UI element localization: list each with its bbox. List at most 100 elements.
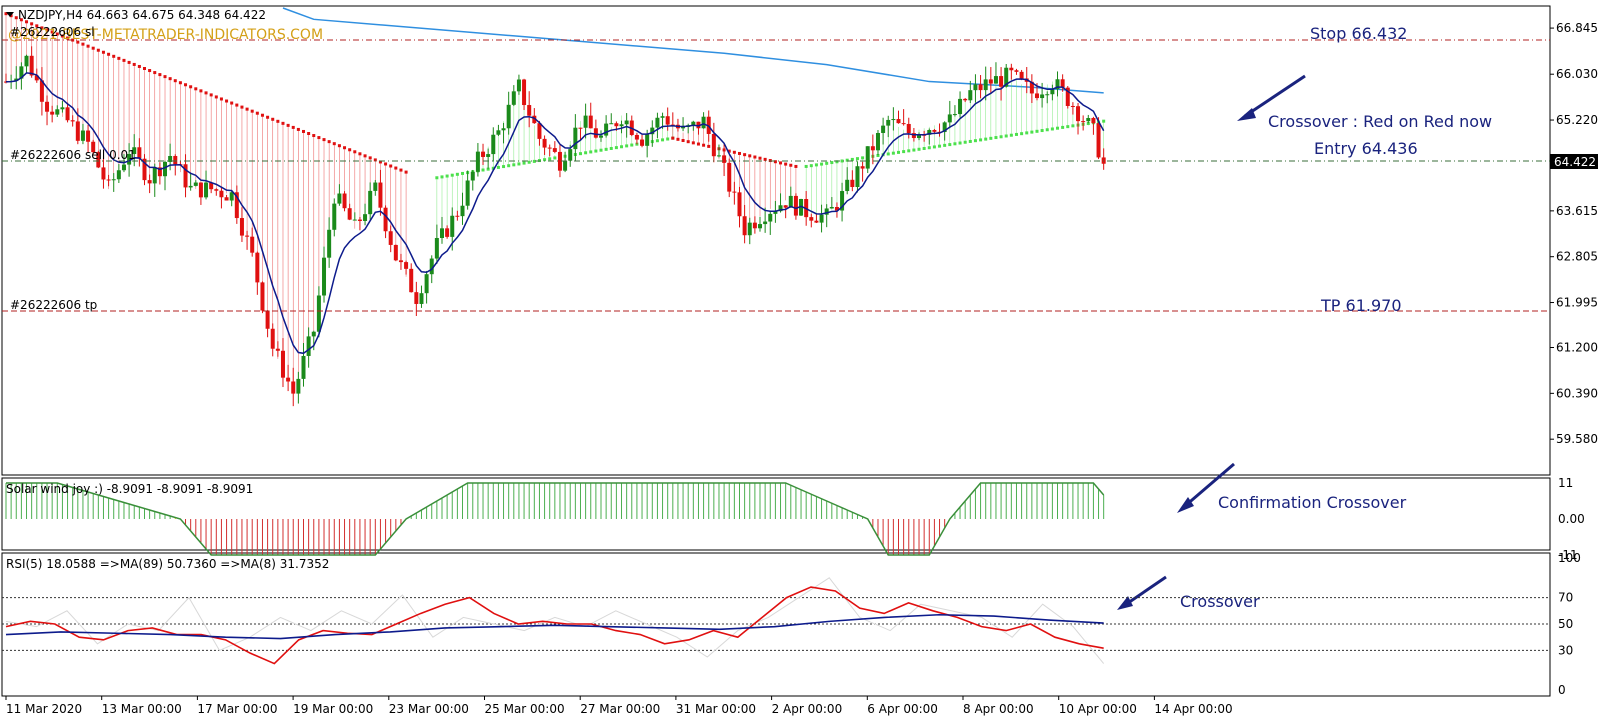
- candle-body: [527, 105, 532, 116]
- candle-body: [834, 207, 839, 211]
- y-tick-label: 11: [1558, 476, 1573, 490]
- candle-body: [552, 148, 557, 152]
- candle-body: [840, 191, 845, 211]
- candle-body: [193, 182, 198, 186]
- candle-body: [306, 336, 311, 356]
- candle-body: [1091, 118, 1096, 124]
- candle-body: [45, 101, 50, 112]
- y-tick-label: 61.995: [1556, 296, 1598, 310]
- candle-body: [409, 268, 414, 293]
- x-tick-label: 10 Apr 00:00: [1059, 702, 1137, 716]
- x-tick-label: 17 Mar 00:00: [197, 702, 277, 716]
- candle-body: [132, 147, 137, 155]
- candle-body: [393, 244, 398, 261]
- rsi-crossover-annotation: Crossover: [1180, 592, 1260, 611]
- candle-body: [701, 116, 706, 129]
- candle-body: [70, 120, 75, 122]
- candle-body: [640, 139, 645, 146]
- y-tick-label: 66.845: [1556, 21, 1598, 35]
- candle-body: [537, 123, 542, 139]
- candle-body: [152, 167, 157, 184]
- candle-body: [1076, 106, 1081, 122]
- rsi-y-axis: 100 70 50 30 0: [1558, 551, 1581, 697]
- candle-body: [214, 189, 219, 191]
- candle-body: [496, 130, 501, 135]
- candle-body: [758, 224, 763, 229]
- y-tick-label: 60.390: [1556, 386, 1598, 400]
- candle-body: [260, 282, 265, 311]
- candle-body: [127, 154, 132, 165]
- ma-fast-line: [5, 72, 1105, 355]
- candle-body: [14, 78, 19, 81]
- candle-body: [265, 310, 270, 329]
- candle-body: [19, 66, 24, 79]
- time-axis: 11 Mar 2020 13 Mar 00:00 17 Mar 00:00 19 Ma…: [5, 696, 1233, 716]
- x-tick-label: 31 Mar 00:00: [676, 702, 756, 716]
- candle-body: [737, 192, 742, 217]
- x-tick-label: 14 Apr 00:00: [1154, 702, 1232, 716]
- candle-body: [414, 292, 419, 304]
- candle-body: [799, 199, 804, 216]
- psar-dot: [1066, 125, 1070, 129]
- candle-body: [270, 328, 275, 349]
- candle-body: [245, 235, 250, 237]
- candle-body: [793, 195, 798, 216]
- y-tick-label: 66.030: [1556, 67, 1598, 81]
- candle-body: [881, 125, 886, 133]
- candle-body: [378, 182, 383, 208]
- candle-body: [465, 180, 470, 206]
- tp-annotation: TP 61.970: [1320, 296, 1402, 315]
- solar-line: [6, 482, 1105, 556]
- candle-body: [460, 205, 465, 217]
- candle-body: [547, 147, 552, 149]
- candle-body: [752, 222, 757, 229]
- candle-body: [1004, 67, 1009, 87]
- candle-body: [486, 154, 491, 157]
- arrow-icon: [1117, 575, 1167, 610]
- x-tick-label: 6 Apr 00:00: [867, 702, 938, 716]
- candle-body: [439, 228, 444, 238]
- candle-body: [86, 130, 91, 142]
- sl-label: #26222606 sl: [10, 25, 95, 39]
- candle-body: [239, 218, 244, 236]
- x-tick-label: 25 Mar 00:00: [485, 702, 565, 716]
- x-tick-label: 8 Apr 00:00: [963, 702, 1034, 716]
- candle-body: [434, 237, 439, 259]
- candle-body: [337, 193, 342, 204]
- rsi-series-2: [5, 613, 1104, 640]
- candle-body: [901, 123, 906, 125]
- arrow-icon: [1177, 462, 1235, 513]
- candle-body: [491, 134, 496, 155]
- candle-body: [655, 117, 660, 128]
- candle-body: [168, 155, 173, 162]
- candle-body: [958, 98, 963, 115]
- candle-body: [583, 115, 588, 128]
- y-tick-label: 0.00: [1558, 512, 1585, 526]
- dropdown-triangle-icon[interactable]: [6, 12, 14, 17]
- candle-body: [788, 195, 793, 208]
- candle-body: [424, 274, 429, 294]
- candle-body: [875, 132, 880, 151]
- candle-body: [234, 192, 239, 219]
- ma-slow-line: [282, 7, 1104, 94]
- y-tick-label: 70: [1558, 591, 1573, 605]
- y-tick-label: 62.805: [1556, 250, 1598, 264]
- psar-dot: [1061, 125, 1065, 129]
- candle-body: [455, 215, 460, 217]
- candle-body: [896, 119, 901, 124]
- candle-body: [204, 182, 209, 198]
- candle-body: [357, 219, 362, 221]
- rsi-series-1: [5, 586, 1104, 665]
- candle-body: [891, 119, 896, 121]
- candle-body: [855, 166, 860, 188]
- candle-body: [388, 231, 393, 245]
- rsi-label: RSI(5) 18.0588 =>MA(89) 50.7360 =>MA(8) …: [6, 557, 329, 571]
- candle-body: [39, 80, 44, 102]
- candle-body: [137, 147, 142, 159]
- x-tick-label: 13 Mar 00:00: [102, 702, 182, 716]
- candle-body: [532, 115, 537, 124]
- y-tick-label: 59.580: [1556, 432, 1598, 446]
- candle-body: [75, 121, 80, 141]
